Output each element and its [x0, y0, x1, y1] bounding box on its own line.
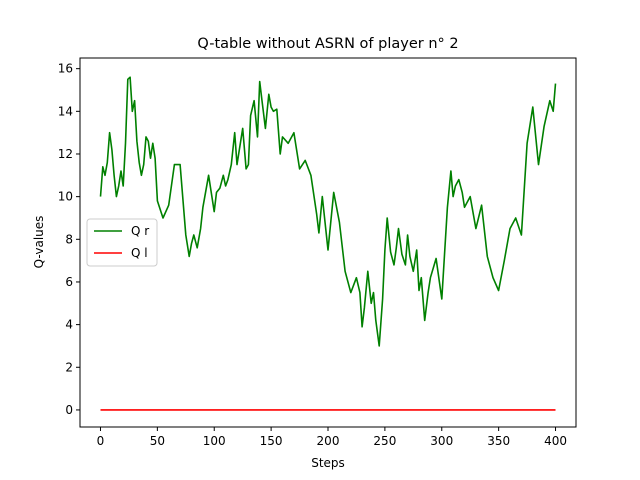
- y-axis: 0 2 4 6 8 10 12 14 16: [58, 62, 80, 417]
- x-axis-label: Steps: [311, 456, 345, 470]
- x-tick-label: 50: [150, 434, 165, 448]
- y-tick-label: 2: [65, 360, 73, 374]
- x-tick-label: 350: [487, 434, 510, 448]
- x-tick-label: 400: [544, 434, 567, 448]
- chart-title: Q-table without ASRN of player n° 2: [197, 36, 458, 52]
- y-tick-label: 8: [65, 232, 73, 246]
- y-tick-label: 4: [65, 318, 73, 332]
- x-tick-label: 300: [430, 434, 453, 448]
- series-lines: [99, 76, 557, 411]
- x-axis: 0 50 100 150 200 250 300 350 400: [97, 427, 567, 448]
- y-axis-label: Q-values: [32, 216, 46, 269]
- series-line-0: [99, 76, 557, 347]
- legend-label: Q l: [131, 246, 148, 260]
- y-tick-label: 12: [58, 147, 73, 161]
- x-tick-label: 150: [260, 434, 283, 448]
- y-tick-label: 14: [58, 104, 73, 118]
- y-tick-label: 0: [65, 403, 73, 417]
- y-tick-label: 10: [58, 190, 73, 204]
- x-tick-label: 0: [97, 434, 105, 448]
- y-tick-label: 6: [65, 275, 73, 289]
- plot-area: [79, 57, 577, 428]
- x-tick-label: 200: [317, 434, 340, 448]
- x-tick-label: 100: [203, 434, 226, 448]
- x-tick-label: 250: [373, 434, 396, 448]
- legend-label: Q r: [131, 224, 149, 238]
- y-tick-label: 16: [58, 62, 73, 76]
- legend: Q r Q l: [86, 218, 158, 267]
